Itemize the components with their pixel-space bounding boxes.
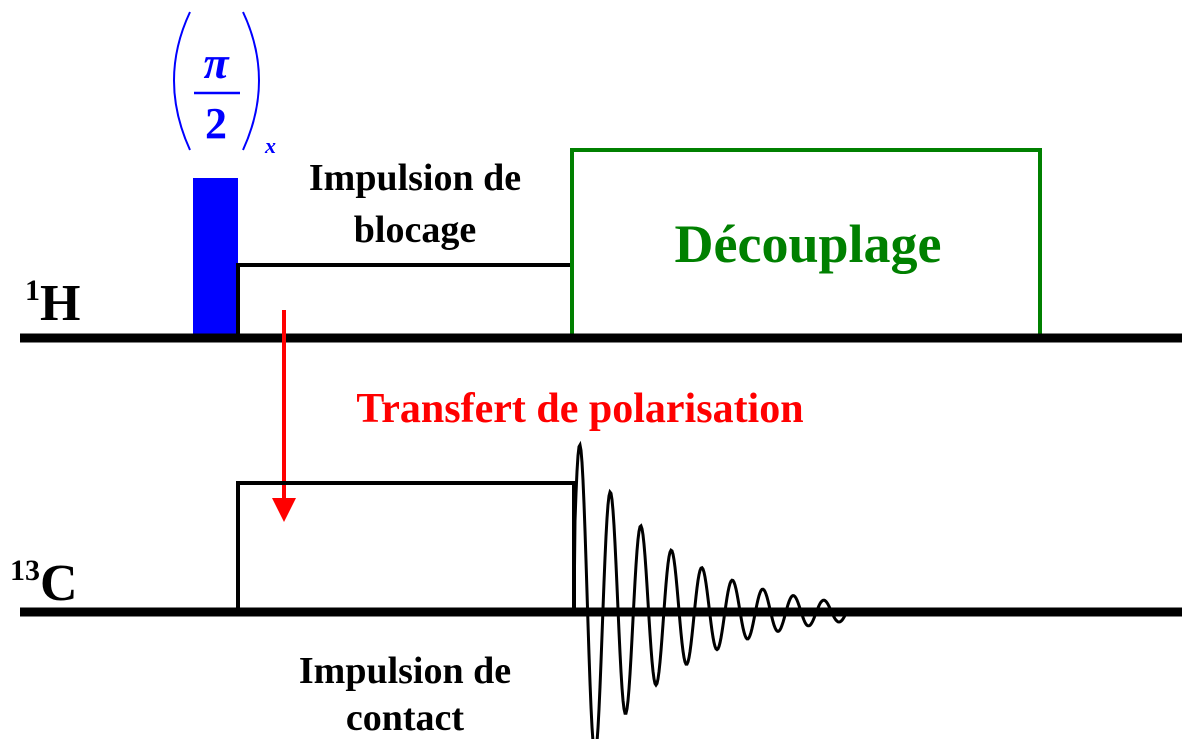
spin-lock-label-1: Impulsion de — [309, 157, 521, 199]
decoupling-label: Découplage — [675, 214, 942, 274]
c-channel-label: 13C — [10, 554, 78, 612]
pulse-90 — [193, 178, 238, 336]
h-element: H — [40, 275, 80, 332]
paren-right — [242, 11, 260, 151]
pulse-numerator: π — [203, 37, 230, 88]
contact-pulse — [236, 481, 576, 610]
spin-lock-label-2: blocage — [354, 209, 476, 251]
pulse-denominator: 2 — [205, 99, 227, 148]
c-element: C — [40, 555, 78, 612]
spin-lock-pulse — [236, 263, 572, 336]
transfer-label: Transfert de polarisation — [356, 386, 803, 432]
contact-label-1: Impulsion de — [299, 650, 511, 692]
paren-left — [173, 11, 191, 151]
pulse-subscript: x — [264, 133, 276, 158]
c-mass: 13 — [10, 554, 40, 587]
h-mass: 1 — [25, 274, 40, 307]
fid — [572, 440, 850, 739]
contact-label-2: contact — [346, 697, 465, 739]
h-channel-label: 1H — [25, 274, 80, 332]
